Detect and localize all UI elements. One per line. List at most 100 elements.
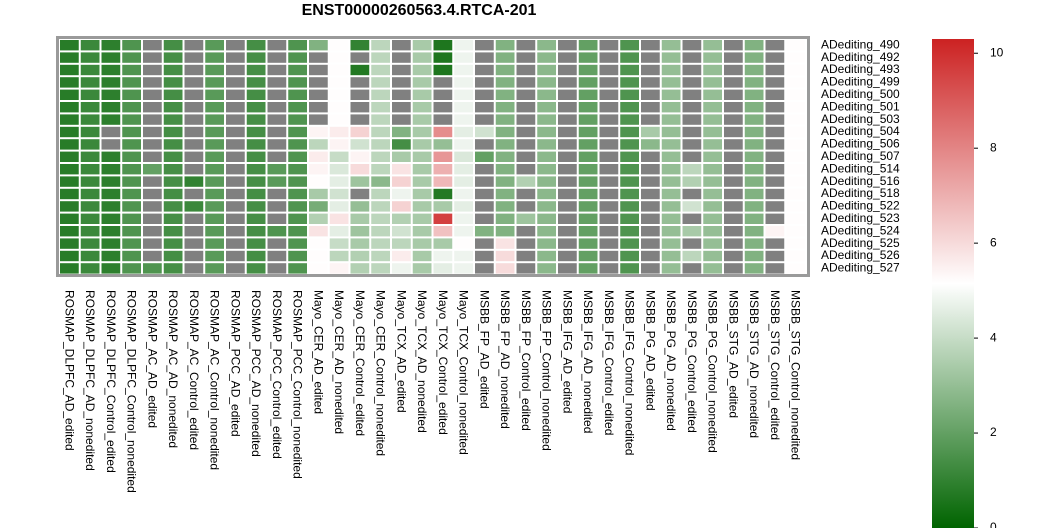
heatmap-cell (226, 89, 245, 100)
heatmap-cell (765, 52, 785, 63)
heatmap-cell (620, 201, 639, 212)
row-label: ADediting_493 (821, 62, 900, 76)
heatmap-cell (495, 52, 515, 63)
heatmap-cell (724, 64, 743, 76)
heatmap-cell (163, 238, 183, 249)
heatmap-cell (392, 250, 411, 262)
heatmap-cell (765, 164, 785, 175)
heatmap-cell (412, 201, 432, 212)
chart-title: ENST00000260563.4.RTCA-201 (302, 2, 537, 19)
heatmap-cell (682, 139, 702, 150)
heatmap-cell (205, 139, 224, 150)
heatmap-cell (371, 250, 390, 262)
heatmap-cell (101, 40, 121, 51)
heatmap-cell (80, 176, 100, 187)
heatmap-cell (122, 139, 141, 150)
heatmap-cell (288, 250, 307, 262)
heatmap-cell (80, 213, 100, 224)
heatmap-cell (724, 263, 743, 274)
legend-tick-label: 8 (990, 140, 997, 154)
heatmap-cell (143, 126, 162, 138)
heatmap-cell (724, 77, 743, 88)
heatmap-cell (641, 263, 660, 274)
heatmap-cell (246, 77, 266, 88)
heatmap-cell (412, 213, 432, 224)
heatmap-cell (765, 250, 785, 262)
heatmap-cell (329, 89, 349, 100)
heatmap-cell (620, 238, 639, 249)
heatmap-cell (703, 102, 722, 113)
heatmap-cell (309, 151, 328, 162)
heatmap-cell (703, 126, 722, 138)
heatmap-cell (578, 114, 598, 125)
heatmap-cell (101, 52, 121, 63)
column-label: ROSMAP_AC_AD_nonedited (166, 290, 180, 448)
heatmap-cell (765, 263, 785, 274)
heatmap-cell (288, 89, 307, 100)
heatmap-cell (288, 126, 307, 138)
heatmap-cell (288, 139, 307, 150)
heatmap-cell (495, 139, 515, 150)
heatmap-cell (288, 201, 307, 212)
heatmap-cell (309, 40, 328, 51)
heatmap-cell (661, 263, 681, 274)
heatmap-cell (101, 114, 121, 125)
heatmap-cell (475, 77, 494, 88)
heatmap-cell (246, 151, 266, 162)
heatmap-cell (267, 102, 287, 113)
heatmap-cell (433, 226, 453, 237)
heatmap-cell (60, 102, 79, 113)
heatmap-cell (516, 238, 536, 249)
heatmap-cell (350, 40, 370, 51)
heatmap-cell (143, 89, 162, 100)
heatmap-cell (558, 151, 577, 162)
heatmap-cell (412, 139, 432, 150)
heatmap-cell (371, 213, 390, 224)
heatmap-cell (516, 114, 536, 125)
heatmap-cell (267, 250, 287, 262)
heatmap-cell (599, 151, 619, 162)
heatmap-cell (786, 176, 805, 187)
heatmap-cell (786, 126, 805, 138)
heatmap-cell (101, 213, 121, 224)
column-label: Mayo_TCX_Control_edited (436, 290, 450, 435)
heatmap-cell (454, 176, 473, 187)
heatmap-cell (329, 77, 349, 88)
heatmap-cell (641, 164, 660, 175)
heatmap-cell (80, 250, 100, 262)
row-label: ADediting_499 (821, 75, 900, 89)
heatmap-cell (516, 126, 536, 138)
heatmap-cell (495, 176, 515, 187)
heatmap-cell (558, 52, 577, 63)
heatmap-cell (267, 238, 287, 249)
heatmap-cell (537, 188, 556, 200)
heatmap-cell (744, 139, 764, 150)
column-label: MSBB_PG_AD_edited (643, 290, 657, 411)
heatmap-cell (122, 151, 141, 162)
heatmap-cell (226, 126, 245, 138)
heatmap-cell (475, 164, 494, 175)
heatmap-cell (309, 64, 328, 76)
heatmap-cell (309, 139, 328, 150)
heatmap-cell (163, 226, 183, 237)
heatmap-cell (101, 188, 121, 200)
heatmap-cell (495, 126, 515, 138)
heatmap-cell (184, 52, 204, 63)
heatmap-cell (620, 64, 639, 76)
heatmap-cell (558, 114, 577, 125)
heatmap-cell (661, 52, 681, 63)
heatmap-cell (309, 164, 328, 175)
heatmap-cell (641, 213, 660, 224)
heatmap-cell (744, 64, 764, 76)
heatmap-cell (143, 114, 162, 125)
heatmap-cell (392, 238, 411, 249)
heatmap-cell (101, 64, 121, 76)
color-legend-bar (932, 39, 974, 528)
heatmap-cell (184, 139, 204, 150)
heatmap-cell (329, 164, 349, 175)
heatmap-cell (558, 102, 577, 113)
heatmap-cell (495, 164, 515, 175)
heatmap-cell (786, 64, 805, 76)
heatmap-cell (163, 250, 183, 262)
